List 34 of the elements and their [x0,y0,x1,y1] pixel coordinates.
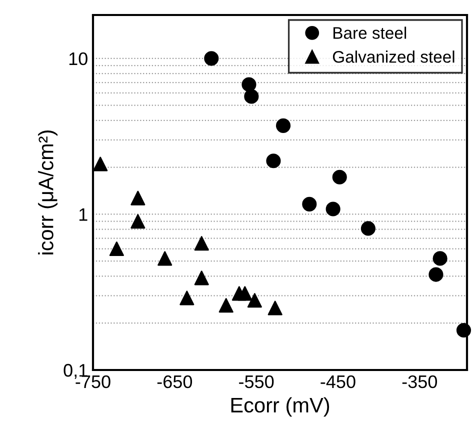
point [109,241,124,256]
point [432,251,448,266]
point [180,290,194,306]
point [268,300,282,316]
point [276,118,291,133]
point [326,202,340,216]
point [360,221,376,236]
point [456,322,472,338]
point [428,267,444,282]
point [266,154,281,168]
point [130,214,146,229]
point [247,293,262,308]
point [238,286,252,301]
point [93,156,108,172]
x-tick-label: -650 [157,375,192,388]
point [218,298,234,313]
y-tick-label: 1 [79,208,88,221]
point [242,77,256,92]
point [302,196,317,212]
x-tick-label: -450 [320,375,356,388]
y-tick-label: 10 [69,52,88,66]
point [332,170,347,184]
x-axis-title: Ecorr (mV) [231,397,330,417]
y-axis-title: icorr (μA/cm²) [38,130,58,254]
legend-label: Galvanized steel [332,50,454,63]
point [244,89,259,104]
x-tick-label: -350 [402,375,437,388]
legend-label: Bare steel [333,26,406,39]
point [194,270,209,286]
point [158,251,172,266]
point [204,51,219,66]
x-tick-label: -550 [239,375,274,388]
point [130,190,146,206]
point [194,236,209,251]
